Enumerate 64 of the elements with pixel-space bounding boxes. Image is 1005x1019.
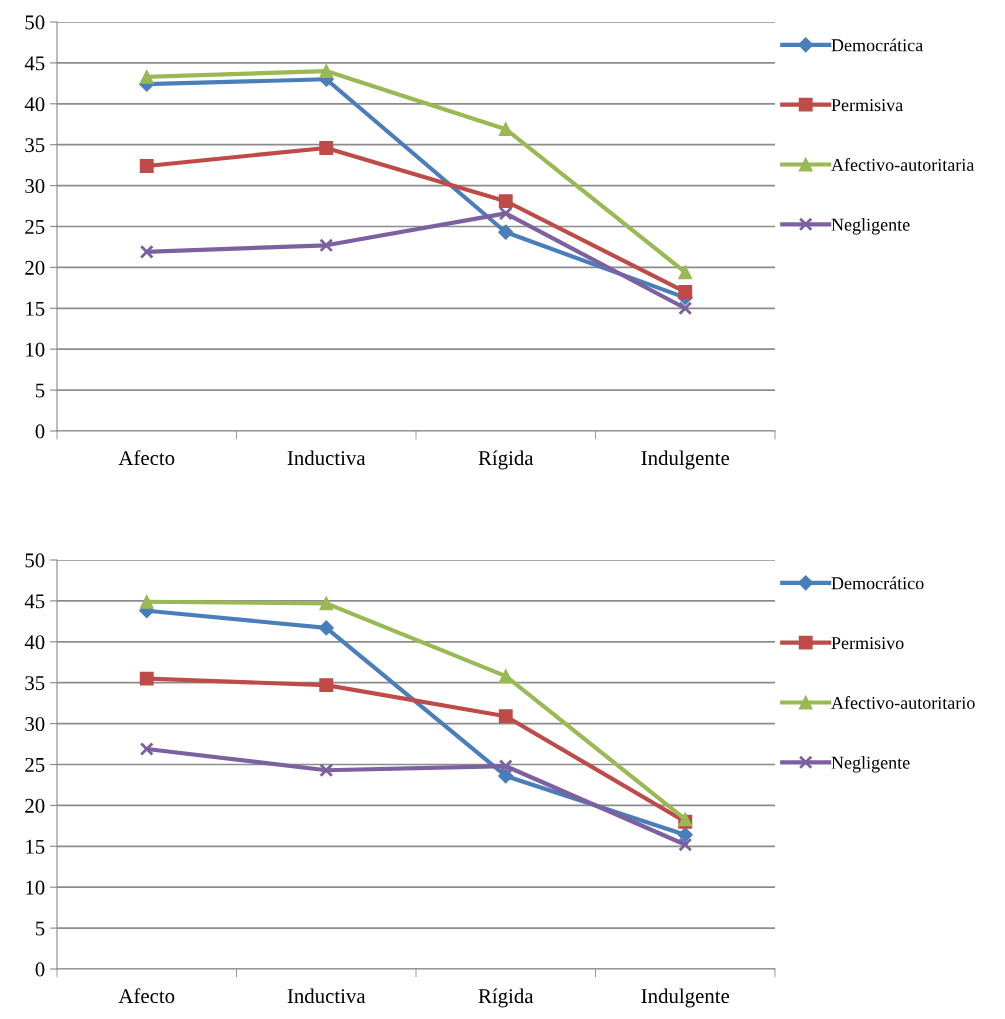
y-tick-label: 15 [26,301,45,316]
y-tick-label: 45 [24,56,45,71]
point [319,64,334,79]
legend-label: Permisiva [831,99,903,112]
legend-label: Permisivo [831,637,904,650]
point [319,238,334,253]
x-tick-label: Indulgente [641,988,730,1008]
x-tick-label: Afecto [118,988,175,1004]
legend-label: Negligente [831,218,910,235]
point [139,159,154,173]
y-tick-label: 25 [25,219,45,234]
y-tick-label: 10 [26,880,45,895]
x-tick-label: Rígida [478,988,534,1008]
y-tick-label: 0 [35,424,45,439]
point [319,596,334,611]
point [319,141,334,155]
y-tick-label: 0 [35,962,45,977]
point [498,669,513,684]
point [139,742,154,756]
point [498,194,513,209]
point [498,709,513,724]
y-tick-label: 5 [35,383,45,398]
y-tick-label: 15 [26,839,45,854]
legend-label: Negligente [831,756,910,773]
x-tick-label: Rígida [478,450,534,470]
y-tick-label: 40 [24,97,45,112]
legend-label: Afectivo-autoritario [831,696,975,709]
y-tick-label: 35 [25,676,45,691]
point [498,759,513,774]
point [139,594,154,609]
y-tick-label: 25 [25,757,45,772]
y-tick-label: 20 [25,798,45,813]
point [498,122,513,137]
y-tick-label: 45 [24,594,45,609]
y-tick-label: 30 [25,716,45,732]
point [139,244,154,259]
x-tick-label: Indulgente [641,450,730,470]
point [319,678,334,693]
point [678,301,693,316]
point [678,837,693,852]
y-tick-label: 30 [25,178,45,194]
point [139,671,154,686]
y-tick-label: 50 [25,15,45,30]
x-tick-label: Afecto [118,450,175,466]
y-tick-label: 40 [24,635,45,650]
point [677,827,693,843]
y-tick-label: 5 [35,921,45,936]
legend-label: Afectivo-autoritaria [831,158,975,171]
y-tick-label: 10 [26,342,45,357]
legend-label: Democrática [831,38,923,52]
x-tick-label: Inductiva [287,988,366,1004]
point [678,265,693,280]
point [139,69,154,84]
point [498,206,513,221]
legend-label: Democrático [831,576,924,590]
point [319,763,334,778]
y-tick-label: 50 [25,553,45,568]
y-tick-label: 35 [25,138,45,153]
x-tick-label: Inductiva [287,450,366,466]
point [498,768,514,784]
y-tick-label: 20 [25,260,45,275]
point [318,620,334,636]
point [678,284,693,299]
point [498,224,514,240]
